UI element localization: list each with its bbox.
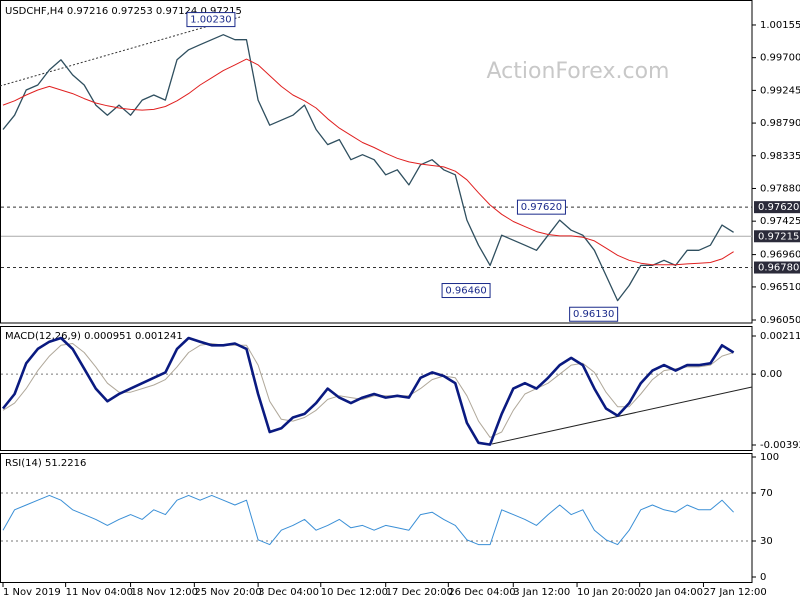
x-tick-label: 10 Jan 20:00 xyxy=(577,587,640,598)
macd-trend-line xyxy=(491,386,753,445)
series-line xyxy=(2,34,734,302)
x-tick-label: 26 Dec 04:00 xyxy=(448,587,515,598)
x-tick-label: 17 Dec 20:00 xyxy=(386,587,453,598)
annotation-box xyxy=(516,199,566,215)
y-tick-label: 0.96510 xyxy=(760,282,800,293)
y-tick-label: 0.002113 xyxy=(760,331,800,342)
annotation-box xyxy=(441,283,491,299)
annotation-box xyxy=(186,12,236,28)
series-line xyxy=(1,336,735,446)
series-line xyxy=(2,58,734,266)
panel-title: MACD(12,26,9) 0.000951 0.001241 xyxy=(5,331,183,342)
x-tick-label: 11 Nov 04:00 xyxy=(66,587,133,598)
y-tick-label: 0.97425 xyxy=(760,216,800,227)
x-tick-label: 1 Nov 2019 xyxy=(3,587,61,598)
y-tick-label: 100 xyxy=(760,452,779,463)
x-tick-label: 10 Dec 12:00 xyxy=(321,587,388,598)
y-tick-label: 0.96050 xyxy=(760,315,800,326)
annotation-box xyxy=(569,306,619,322)
y-tick-label: 0.99700 xyxy=(760,53,800,64)
series-line xyxy=(2,494,734,546)
annotation-label: 0.97620 xyxy=(521,202,562,213)
annotation-label: 0.96460 xyxy=(445,286,486,297)
x-tick-label: 18 Nov 12:00 xyxy=(131,587,198,598)
x-tick-label: 27 Jan 12:00 xyxy=(703,587,766,598)
rsi-panel-frame xyxy=(0,453,753,583)
macd-panel-frame xyxy=(0,326,753,451)
annotation-label: 0.96130 xyxy=(573,309,614,320)
level-label: 0.96780 xyxy=(758,263,799,274)
level-label-box xyxy=(754,201,800,214)
y-tick-label: 0.97880 xyxy=(760,183,800,194)
panel-title: USDCHF,H4 0.97216 0.97253 0.97124 0.9721… xyxy=(5,6,242,17)
level-label: 0.97620 xyxy=(758,202,799,213)
x-tick-label: 3 Jan 12:00 xyxy=(513,587,570,598)
y-tick-label: 0 xyxy=(760,572,766,583)
watermark: ActionForex.com xyxy=(487,59,670,84)
y-tick-label: 30 xyxy=(760,536,773,547)
y-tick-label: 1.00155 xyxy=(760,20,800,31)
main-panel-frame xyxy=(0,0,753,324)
x-tick-label: 20 Jan 04:00 xyxy=(640,587,703,598)
y-tick-label: 0.96960 xyxy=(760,250,800,261)
annotation-label: 1.00230 xyxy=(190,15,231,26)
y-tick-label: 70 xyxy=(760,488,773,499)
level-label: 0.97215 xyxy=(758,231,799,242)
y-tick-label: 0.98335 xyxy=(760,151,800,162)
trend-line xyxy=(0,16,241,87)
x-tick-label: 3 Dec 04:00 xyxy=(258,587,319,598)
y-tick-label: -0.003922 xyxy=(760,440,800,451)
level-label-box xyxy=(754,261,800,274)
panel-title: RSI(14) 51.2216 xyxy=(5,458,86,469)
x-tick-label: 25 Nov 20:00 xyxy=(194,587,261,598)
y-tick-label: 0.98790 xyxy=(760,118,800,129)
y-tick-label: 0.00 xyxy=(760,369,782,380)
y-tick-label: 0.99245 xyxy=(760,85,800,96)
level-label-box xyxy=(754,230,800,243)
